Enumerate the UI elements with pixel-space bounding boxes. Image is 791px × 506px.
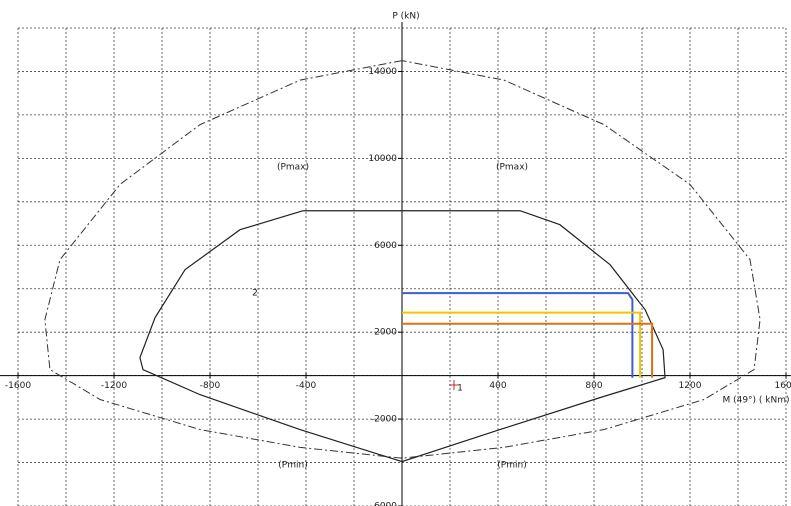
series-line — [44, 60, 761, 459]
series-line — [402, 292, 634, 378]
y-tick-label: 10000 — [368, 154, 397, 164]
annotation: 2 — [252, 289, 258, 299]
x-tick-label: 1200 — [679, 381, 702, 391]
x-tick-label: -1600 — [5, 381, 31, 391]
y-axis-label: P (kN) — [392, 12, 419, 22]
annotation: (Pmin) — [497, 461, 526, 471]
series-line — [139, 210, 666, 463]
series-line — [402, 322, 654, 378]
annotation: (Pmin) — [278, 461, 307, 471]
y-tick-label: 14000 — [368, 67, 397, 77]
annotation: (Pmax) — [277, 163, 309, 173]
x-tick-label: 1600 — [775, 381, 791, 391]
series-line — [402, 311, 642, 378]
annotation: 1 — [457, 384, 463, 394]
y-tick-label: -6000 — [371, 502, 397, 506]
x-tick-label: -800 — [200, 381, 221, 391]
y-tick-label: -2000 — [371, 415, 397, 425]
annotation: (Pmax) — [496, 163, 528, 173]
y-tick-label: 2000 — [374, 328, 397, 338]
x-tick-label: -1200 — [101, 381, 127, 391]
marker-cross — [449, 380, 459, 390]
x-tick-label: -400 — [296, 381, 317, 391]
y-tick-label: 6000 — [374, 241, 397, 251]
x-axis-label: M (49°) ( kNm) — [722, 396, 789, 406]
x-tick-label: 800 — [585, 381, 602, 391]
x-tick-label: 400 — [489, 381, 506, 391]
